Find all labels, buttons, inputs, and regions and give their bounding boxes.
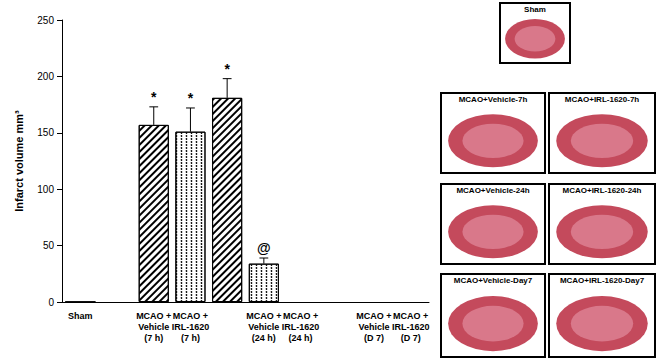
html-text:MCAO+Vehicle-7h: MCAO+Vehicle-7h xyxy=(458,95,528,104)
html-text:MCAO+Vehicle-24h: MCAO+Vehicle-24h xyxy=(456,186,530,195)
svg-text:150: 150 xyxy=(37,127,54,138)
svg-text:MCAO +: MCAO + xyxy=(173,311,208,321)
html-text:Sham: Sham xyxy=(524,5,546,14)
svg-text:(24 h): (24 h) xyxy=(252,333,276,343)
svg-text:Vehicle: Vehicle xyxy=(138,322,169,332)
svg-text:IRL-1620: IRL-1620 xyxy=(392,322,430,332)
svg-text:(7 h): (7 h) xyxy=(144,333,163,343)
svg-text:*: * xyxy=(151,89,157,105)
svg-text:MCAO +: MCAO + xyxy=(136,311,171,321)
svg-text:IRL-1620: IRL-1620 xyxy=(282,322,320,332)
svg-text:200: 200 xyxy=(37,71,54,82)
svg-text:MCAO +: MCAO + xyxy=(393,311,428,321)
svg-text:(24 h): (24 h) xyxy=(289,333,313,343)
html-text:MCAO+IRL-1620-7h: MCAO+IRL-1620-7h xyxy=(564,95,640,104)
html-text:MCAO+IRL-1620-24h: MCAO+IRL-1620-24h xyxy=(562,186,642,195)
svg-text:IRL-1620: IRL-1620 xyxy=(172,322,210,332)
svg-text:(7 h): (7 h) xyxy=(181,333,200,343)
svg-text:50: 50 xyxy=(43,240,55,251)
svg-text:MCAO +: MCAO + xyxy=(356,311,391,321)
svg-text:Vehicle: Vehicle xyxy=(358,322,389,332)
svg-text:Vehicle: Vehicle xyxy=(248,322,279,332)
html-text:MCAO+IRL-1620-Day7: MCAO+IRL-1620-Day7 xyxy=(559,276,645,285)
svg-text:Sham: Sham xyxy=(68,311,93,321)
svg-text:Infarct volume mm³: Infarct volume mm³ xyxy=(13,110,25,212)
svg-text:*: * xyxy=(224,61,230,77)
svg-text:*: * xyxy=(188,90,194,106)
html-text:MCAO+Vehicle-Day7: MCAO+Vehicle-Day7 xyxy=(453,276,533,285)
svg-text:MCAO +: MCAO + xyxy=(283,311,318,321)
svg-text:100: 100 xyxy=(37,184,54,195)
svg-text:250: 250 xyxy=(37,15,54,26)
svg-text:0: 0 xyxy=(48,297,54,308)
svg-text:MCAO +: MCAO + xyxy=(246,311,281,321)
svg-text:(D 7): (D 7) xyxy=(401,333,421,343)
svg-text:@: @ xyxy=(257,240,271,256)
svg-text:(D 7): (D 7) xyxy=(364,333,384,343)
